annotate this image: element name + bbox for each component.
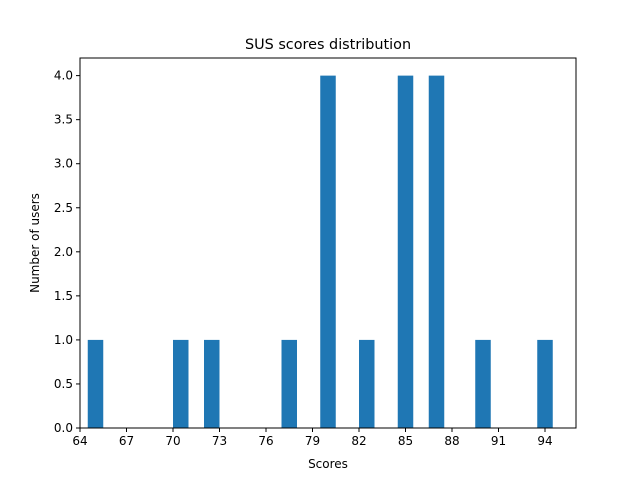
x-tick-label: 73: [212, 434, 227, 448]
histogram-bar: [281, 339, 297, 428]
x-tick-label: 94: [537, 434, 552, 448]
histogram-bar: [320, 75, 336, 429]
y-tick-label: 2.0: [54, 245, 73, 259]
y-tick-label: 4.0: [54, 69, 73, 83]
y-axis-label: Number of users: [28, 193, 42, 293]
x-tick-label: 76: [258, 434, 273, 448]
x-tick-label: 85: [398, 434, 413, 448]
histogram-bar: [397, 75, 414, 429]
histogram-bar: [173, 339, 189, 428]
x-tick-label: 91: [491, 434, 506, 448]
y-tick-label: 3.5: [54, 113, 73, 127]
y-tick-label: 0.0: [54, 421, 73, 435]
y-tick-label: 0.5: [54, 377, 73, 391]
x-tick-label: 79: [305, 434, 320, 448]
bars-layer: [87, 75, 553, 429]
plot-frame: [79, 57, 577, 429]
x-axis-label: Scores: [308, 457, 348, 471]
histogram-bar: [475, 339, 491, 428]
y-tick-label: 1.0: [54, 333, 73, 347]
x-axis-ticks: 64 67 70 73 76 79 82 85 88 91 94: [72, 428, 553, 448]
histogram-bar: [204, 339, 220, 428]
y-tick-label: 1.5: [54, 289, 73, 303]
x-tick-label: 70: [165, 434, 180, 448]
x-tick-label: 82: [351, 434, 366, 448]
histogram-bar: [87, 339, 104, 428]
x-tick-label: 67: [119, 434, 134, 448]
chart-title: SUS scores distribution: [245, 37, 411, 53]
y-tick-label: 3.0: [54, 157, 73, 171]
x-tick-label: 88: [444, 434, 459, 448]
histogram-bar: [359, 339, 375, 428]
histogram-bar: [428, 75, 445, 429]
y-tick-label: 2.5: [54, 201, 73, 215]
y-axis-ticks: 0.0 0.5 1.0 1.5 2.0 2.5 3.0 3.5 4.0: [54, 69, 80, 435]
x-tick-label: 64: [72, 434, 87, 448]
histogram-bar: [537, 339, 553, 428]
